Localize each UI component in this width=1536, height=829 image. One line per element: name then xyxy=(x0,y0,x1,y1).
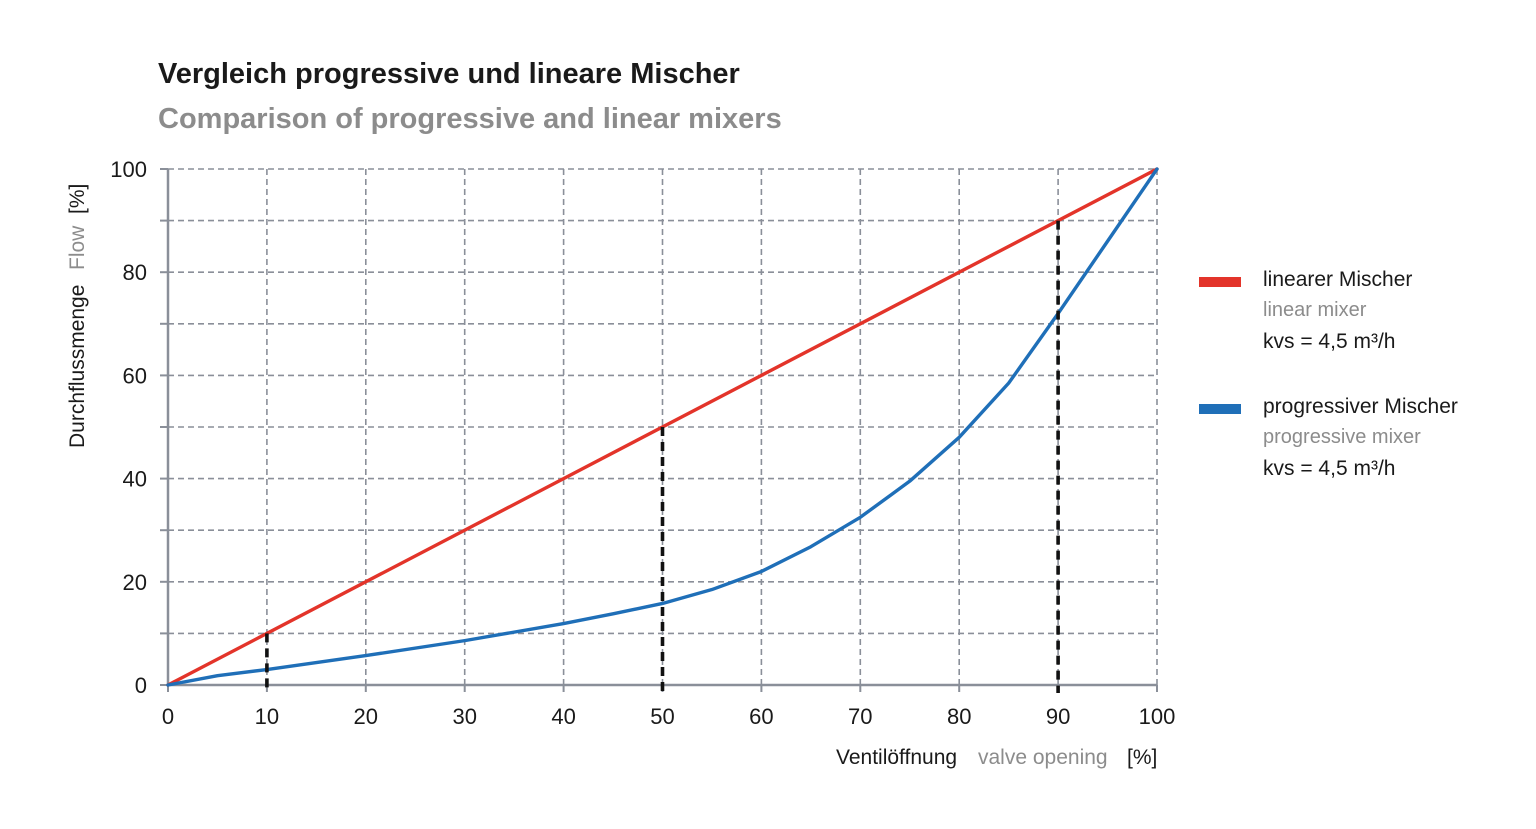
chart-subtitle: Comparison of progressive and linear mix… xyxy=(158,103,782,135)
x-tick-label: 30 xyxy=(452,704,476,729)
x-axis-unit: [%] xyxy=(1127,746,1157,769)
legend-label-en: linear mixer xyxy=(1263,299,1367,321)
y-tick-label: 80 xyxy=(123,260,147,285)
x-tick-label: 50 xyxy=(650,704,674,729)
x-tick-label: 10 xyxy=(255,704,279,729)
reference-markers xyxy=(265,220,1060,693)
y-tick-label: 20 xyxy=(123,570,147,595)
legend-swatch-progressive xyxy=(1199,404,1241,414)
y-tick-label: 40 xyxy=(123,467,147,492)
x-axis-label-en: valve opening xyxy=(978,746,1108,769)
y-axis-unit: [%] xyxy=(66,184,89,214)
series-line-progressive xyxy=(166,167,1159,687)
legend-spec: kvs = 4,5 m³/h xyxy=(1263,330,1396,353)
grid xyxy=(168,168,1158,685)
legend-label-de: linearer Mischer xyxy=(1263,268,1413,291)
x-tick-label: 80 xyxy=(947,704,971,729)
legend-swatch-linear xyxy=(1199,277,1241,287)
y-axis-label-de: Durchflussmenge xyxy=(66,285,89,448)
legend-label-de: progressiver Mischer xyxy=(1263,395,1458,418)
y-tick-label: 100 xyxy=(110,157,147,182)
y-axis-label: Durchflussmenge Flow [%] xyxy=(66,184,89,448)
x-tick-label: 90 xyxy=(1046,704,1070,729)
x-tick-label: 70 xyxy=(848,704,872,729)
legend-label-en: progressive mixer xyxy=(1263,426,1421,448)
x-tick-label: 20 xyxy=(354,704,378,729)
chart-title: Vergleich progressive und lineare Mische… xyxy=(158,58,740,90)
x-tick-label: 60 xyxy=(749,704,773,729)
x-axis-label-de: Ventilöffnung xyxy=(836,746,957,769)
y-axis-label-en: Flow xyxy=(66,225,89,270)
y-tick-label: 60 xyxy=(123,363,147,388)
legend-spec: kvs = 4,5 m³/h xyxy=(1263,457,1396,480)
x-tick-label: 100 xyxy=(1139,704,1176,729)
x-tick-label: 40 xyxy=(551,704,575,729)
tick-labels: 0 10 20 30 40 50 60 70 80 90 100 0 20 40 60 80 100 xyxy=(110,157,1175,729)
y-tick-label: 0 xyxy=(135,673,147,698)
x-tick-label: 0 xyxy=(162,704,174,729)
